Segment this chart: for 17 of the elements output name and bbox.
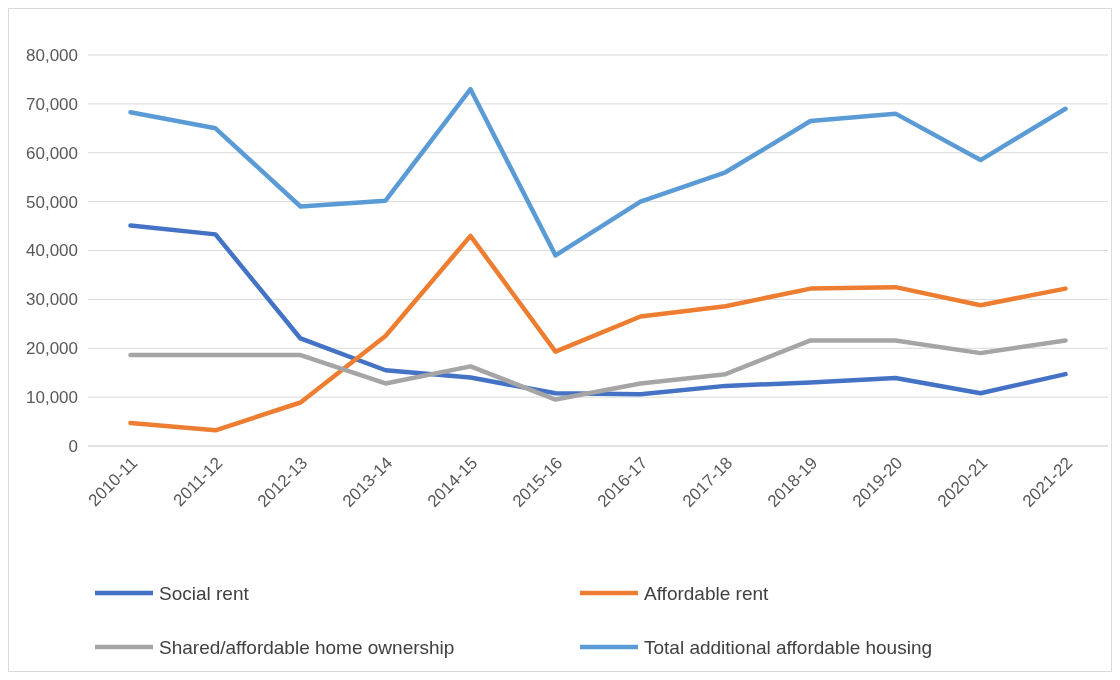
legend-label: Shared/affordable home ownership	[159, 636, 455, 658]
legend-label: Affordable rent	[644, 582, 770, 604]
line-series	[128, 223, 1068, 397]
y-tick-label: 20,000	[26, 339, 78, 359]
y-tick-label: 0	[68, 436, 78, 456]
y-tick-label: 60,000	[26, 143, 78, 163]
y-tick-label: 80,000	[26, 45, 78, 65]
y-tick-label: 70,000	[26, 94, 78, 114]
y-tick-label: 50,000	[26, 192, 78, 212]
y-tick-label: 30,000	[26, 290, 78, 310]
y-tick-label: 10,000	[26, 388, 78, 408]
legend-label: Total additional affordable housing	[644, 636, 933, 658]
legend-label: Social rent	[159, 582, 250, 604]
line-series	[128, 338, 1068, 402]
y-tick-label: 40,000	[26, 241, 78, 261]
line-series	[128, 233, 1068, 433]
line-series	[128, 86, 1068, 258]
